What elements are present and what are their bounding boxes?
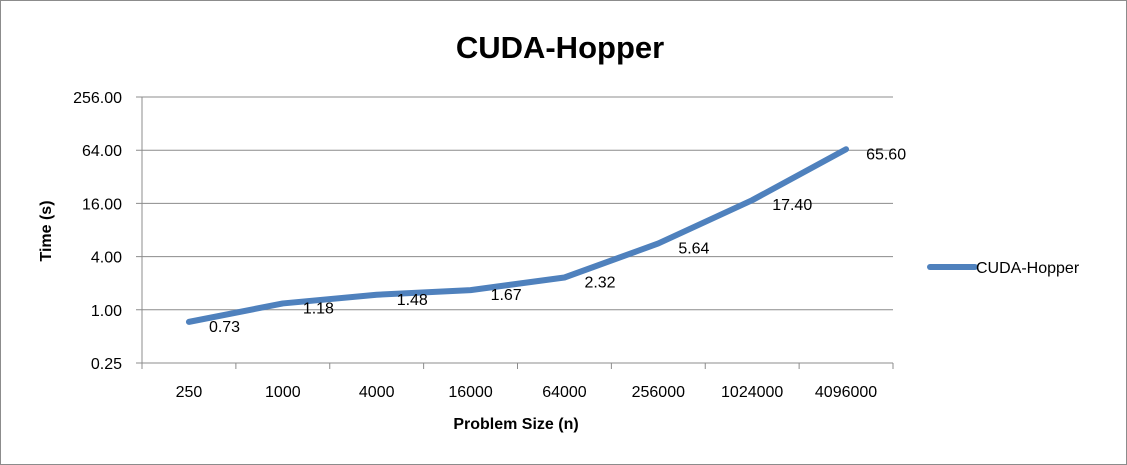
x-tick-labels: 250 1000 4000 16000 64000 256000 1024000 409600… (176, 384, 878, 401)
x-tick-label: 1000 (265, 384, 301, 401)
data-label: 5.64 (678, 240, 709, 257)
data-label: 2.32 (584, 275, 615, 292)
y-axis-title: Time (s) (38, 200, 55, 261)
x-tick-label: 4000 (359, 384, 395, 401)
gridlines (136, 96, 893, 364)
y-tick-label: 256.00 (73, 90, 122, 107)
data-label: 1.48 (397, 292, 428, 309)
y-tick-label: 0.25 (91, 356, 122, 373)
y-tick-label: 16.00 (82, 196, 122, 213)
x-tick-label: 64000 (542, 384, 587, 401)
series-line-cuda-hopper (185, 146, 850, 325)
x-tick-label: 4096000 (815, 384, 877, 401)
x-axis (141, 97, 894, 369)
data-label: 1.67 (491, 287, 522, 304)
y-tick-label: 1.00 (91, 303, 122, 320)
series-lines (185, 146, 850, 325)
data-label: 65.60 (866, 146, 906, 163)
x-tick-label: 1024000 (721, 384, 783, 401)
data-label: 1.18 (303, 300, 334, 317)
y-tick-label: 64.00 (82, 143, 122, 160)
x-tick-label: 256000 (632, 384, 685, 401)
y-tick-labels: 0.25 1.00 4.00 16.00 64.00 256.00 (73, 90, 122, 373)
x-axis-title: Problem Size (n) (453, 416, 578, 433)
legend: CUDA-Hopper (927, 260, 1080, 277)
data-label: 17.40 (772, 197, 812, 214)
x-tick-label: 16000 (448, 384, 493, 401)
data-label: 0.73 (209, 319, 240, 336)
data-labels: 0.73 1.18 1.48 1.67 2.32 5.64 17.40 65.60 (209, 146, 906, 336)
legend-label: CUDA-Hopper (976, 260, 1080, 277)
y-tick-label: 4.00 (91, 250, 122, 267)
chart-title: CUDA-Hopper (456, 30, 664, 65)
x-tick-label: 250 (176, 384, 203, 401)
